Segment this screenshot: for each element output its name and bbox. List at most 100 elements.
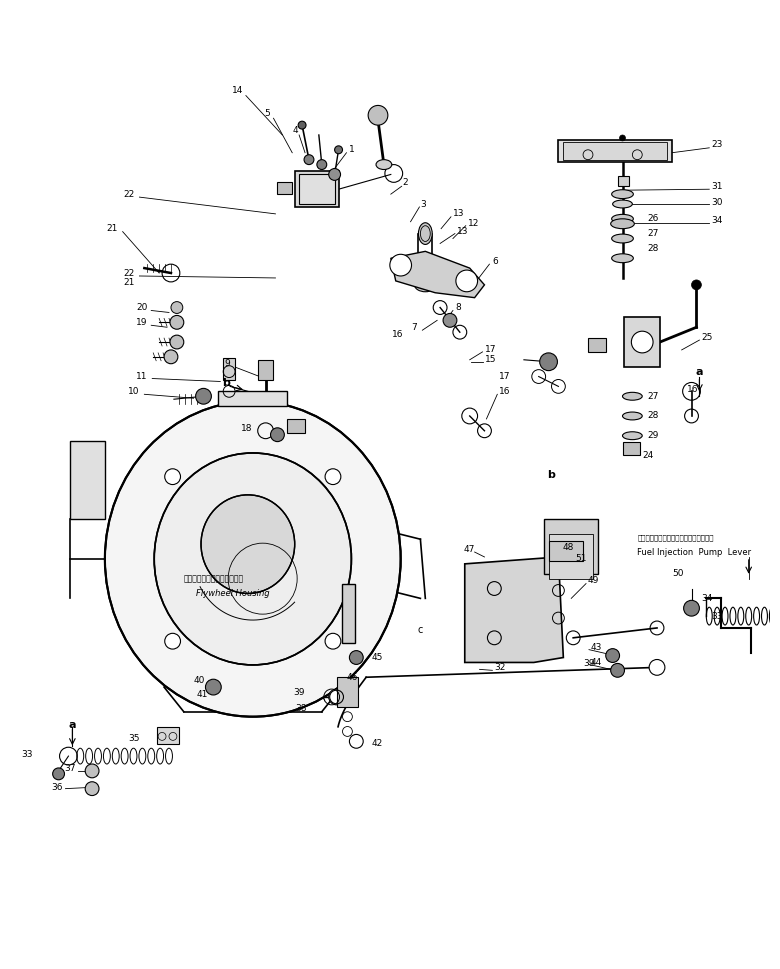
Text: Flywheel Housing: Flywheel Housing [197, 589, 270, 598]
Bar [299, 174, 335, 204]
Bar [548, 542, 583, 561]
Text: 35: 35 [128, 734, 140, 743]
Text: 2: 2 [402, 178, 409, 187]
Ellipse shape [201, 495, 295, 593]
Text: 45: 45 [371, 653, 382, 662]
Text: 32: 32 [495, 663, 505, 672]
Text: 41: 41 [197, 691, 208, 700]
Circle shape [540, 353, 558, 370]
Circle shape [456, 270, 477, 292]
Circle shape [85, 782, 99, 796]
Text: 36: 36 [51, 783, 62, 793]
Text: 19: 19 [136, 318, 147, 327]
Circle shape [85, 764, 99, 778]
Bar [625, 318, 660, 366]
Text: 44: 44 [591, 658, 602, 667]
Ellipse shape [622, 412, 642, 420]
Circle shape [170, 316, 184, 329]
Text: 34: 34 [701, 594, 713, 603]
Text: b: b [548, 470, 555, 480]
Text: 43: 43 [591, 643, 602, 652]
Ellipse shape [418, 263, 432, 280]
Text: 48: 48 [562, 543, 574, 551]
Ellipse shape [622, 432, 642, 440]
Text: 1: 1 [349, 145, 354, 154]
Text: 28: 28 [647, 244, 658, 253]
Text: 17: 17 [499, 372, 511, 381]
Bar [622, 442, 640, 455]
Text: 16: 16 [686, 385, 698, 393]
Text: フェエルインジェクションポンプレバー: フェエルインジェクションポンプレバー [637, 534, 714, 541]
Bar [563, 141, 667, 160]
Text: 16: 16 [499, 387, 511, 395]
Circle shape [325, 634, 341, 649]
Circle shape [298, 121, 306, 129]
Text: 7: 7 [412, 323, 417, 331]
Bar [287, 419, 305, 433]
Circle shape [390, 254, 412, 276]
Circle shape [683, 601, 700, 616]
Bar [157, 727, 179, 744]
Bar [588, 338, 606, 352]
Ellipse shape [612, 190, 633, 199]
Text: 29: 29 [647, 431, 658, 440]
Text: 37: 37 [64, 765, 76, 773]
Text: 30: 30 [711, 198, 723, 206]
Bar [257, 359, 274, 380]
Text: 40: 40 [193, 675, 205, 685]
Circle shape [443, 313, 457, 328]
Text: 51: 51 [575, 554, 587, 563]
Bar [618, 176, 629, 186]
Text: 22: 22 [123, 268, 134, 277]
Text: 28: 28 [647, 412, 658, 421]
Circle shape [606, 648, 619, 663]
Text: 5: 5 [264, 109, 271, 118]
Circle shape [171, 301, 183, 313]
Ellipse shape [612, 214, 633, 223]
Text: 10: 10 [128, 387, 140, 395]
Text: 33: 33 [21, 750, 33, 759]
Text: 49: 49 [588, 577, 599, 585]
Text: 31: 31 [711, 182, 723, 191]
Bar [295, 172, 339, 207]
Text: 27: 27 [647, 391, 658, 401]
Ellipse shape [612, 254, 633, 263]
Text: 47: 47 [464, 545, 475, 553]
Text: 39: 39 [293, 688, 305, 697]
Polygon shape [465, 557, 563, 663]
Text: 4: 4 [292, 126, 298, 135]
Text: 15: 15 [484, 356, 496, 364]
Text: b: b [222, 379, 230, 389]
Circle shape [368, 106, 388, 125]
Circle shape [631, 331, 653, 353]
Ellipse shape [376, 160, 392, 170]
Ellipse shape [105, 401, 401, 717]
Text: c: c [418, 625, 423, 635]
Bar [544, 519, 597, 574]
Text: 8: 8 [455, 303, 461, 312]
Text: 25: 25 [701, 332, 713, 342]
Ellipse shape [612, 234, 633, 243]
Text: 16: 16 [392, 329, 403, 338]
Ellipse shape [418, 223, 432, 244]
Bar [337, 677, 358, 706]
Ellipse shape [612, 200, 633, 208]
Text: 21: 21 [123, 278, 134, 288]
Text: 24: 24 [642, 451, 654, 460]
Text: 18: 18 [241, 424, 253, 433]
Text: 3: 3 [420, 200, 426, 208]
Text: 42: 42 [371, 738, 382, 748]
Circle shape [271, 427, 285, 442]
Text: 50: 50 [672, 569, 683, 578]
Circle shape [205, 679, 222, 695]
Text: 14: 14 [232, 86, 243, 95]
Ellipse shape [414, 278, 436, 292]
Text: 12: 12 [468, 219, 479, 229]
Circle shape [165, 634, 180, 649]
Text: 11: 11 [136, 372, 147, 381]
Circle shape [328, 169, 341, 180]
Text: 9: 9 [225, 359, 230, 368]
Bar [278, 182, 292, 194]
Circle shape [53, 768, 65, 780]
Text: 38: 38 [296, 704, 307, 713]
